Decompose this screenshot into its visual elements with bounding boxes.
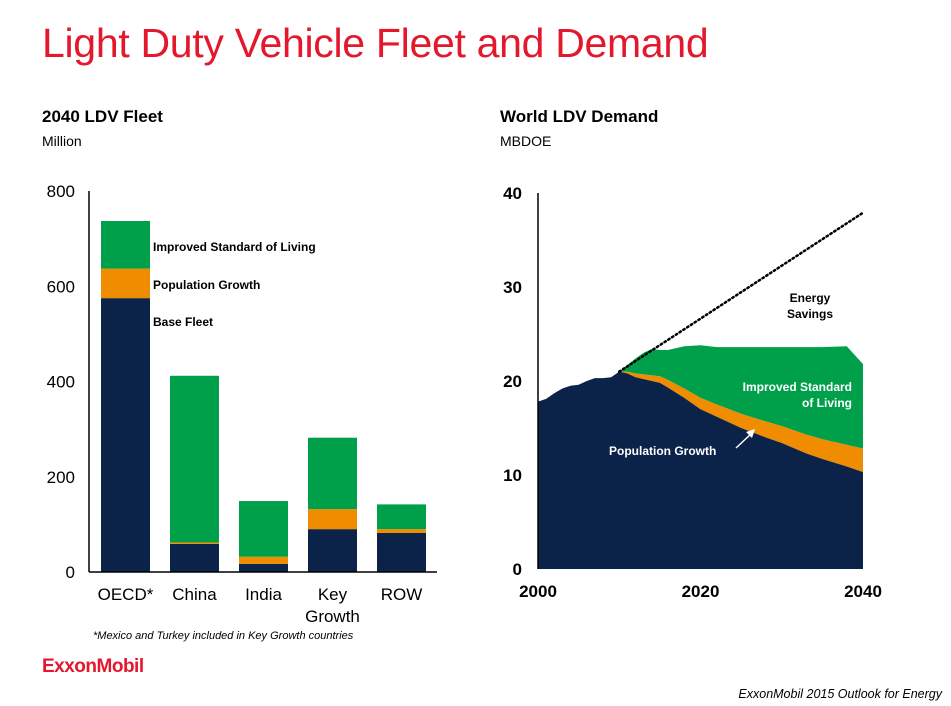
area-base	[538, 371, 863, 569]
arrow-head-icon	[746, 429, 755, 438]
bar-base-fleet-india	[239, 563, 288, 572]
left-chart-title: 2040 LDV Fleet	[42, 107, 163, 126]
x-tick-label: 2000	[519, 582, 557, 601]
bar-population-growth-key-growth	[308, 509, 357, 530]
bar-standard-of-living-india	[239, 501, 288, 557]
exxonmobil-logo: ExxonMobil	[42, 656, 144, 677]
y-tick-label: 10	[503, 466, 522, 485]
energy-savings-label: Energy	[790, 291, 831, 305]
y-tick-label: 600	[47, 277, 75, 296]
y-tick-label: 0	[513, 560, 522, 579]
bar-population-growth-china	[170, 542, 219, 544]
x-tick-label: 2020	[682, 582, 720, 601]
y-tick-label: 400	[47, 373, 75, 392]
population-growth-label: Population Growth	[609, 444, 716, 458]
area-standard-of-living	[538, 345, 863, 449]
bar-base-fleet-row	[377, 532, 426, 572]
x-tick-label: Growth	[305, 607, 360, 626]
bar-standard-of-living-row	[377, 504, 426, 530]
bar-standard-of-living-oecd	[101, 221, 150, 269]
bar-base-fleet-oecd	[101, 298, 150, 572]
x-tick-label: Key	[318, 585, 348, 604]
bar-population-growth-india	[239, 556, 288, 564]
x-tick-label: 2040	[844, 582, 882, 601]
footnote: *Mexico and Turkey included in Key Growt…	[93, 630, 354, 642]
population-growth-arrow	[735, 432, 753, 449]
x-tick-label: ROW	[381, 585, 423, 604]
energy-savings-label: Savings	[787, 307, 833, 321]
bar-standard-of-living-china	[170, 375, 219, 543]
left-chart-unit: Million	[42, 133, 82, 149]
standard-of-living-label: of Living	[802, 396, 852, 410]
y-tick-label: 200	[47, 468, 75, 487]
page-title: Light Duty Vehicle Fleet and Demand	[42, 20, 709, 66]
right-chart-title: World LDV Demand	[500, 107, 659, 126]
legend-standard-of-living: Improved Standard of Living	[153, 240, 316, 254]
source-text: ExxonMobil 2015 Outlook for Energy	[738, 687, 942, 701]
bar-standard-of-living-key-growth	[308, 437, 357, 510]
y-tick-label: 40	[503, 184, 522, 203]
x-tick-label: India	[245, 585, 282, 604]
y-tick-label: 20	[503, 372, 522, 391]
y-tick-label: 30	[503, 278, 522, 297]
energy-savings-dotted-line	[618, 211, 865, 373]
bar-base-fleet-key-growth	[308, 529, 357, 572]
y-tick-label: 0	[66, 563, 75, 582]
standard-of-living-label: Improved Standard	[743, 380, 852, 394]
bar-base-fleet-china	[170, 543, 219, 572]
bar-population-growth-row	[377, 529, 426, 533]
bar-population-growth-oecd	[101, 268, 150, 299]
x-tick-label: China	[172, 585, 217, 604]
legend-base-fleet: Base Fleet	[153, 315, 213, 329]
legend-population-growth: Population Growth	[153, 278, 260, 292]
right-chart-unit: MBDOE	[500, 133, 552, 149]
y-tick-label: 800	[47, 182, 75, 201]
x-tick-label: OECD*	[98, 585, 154, 604]
